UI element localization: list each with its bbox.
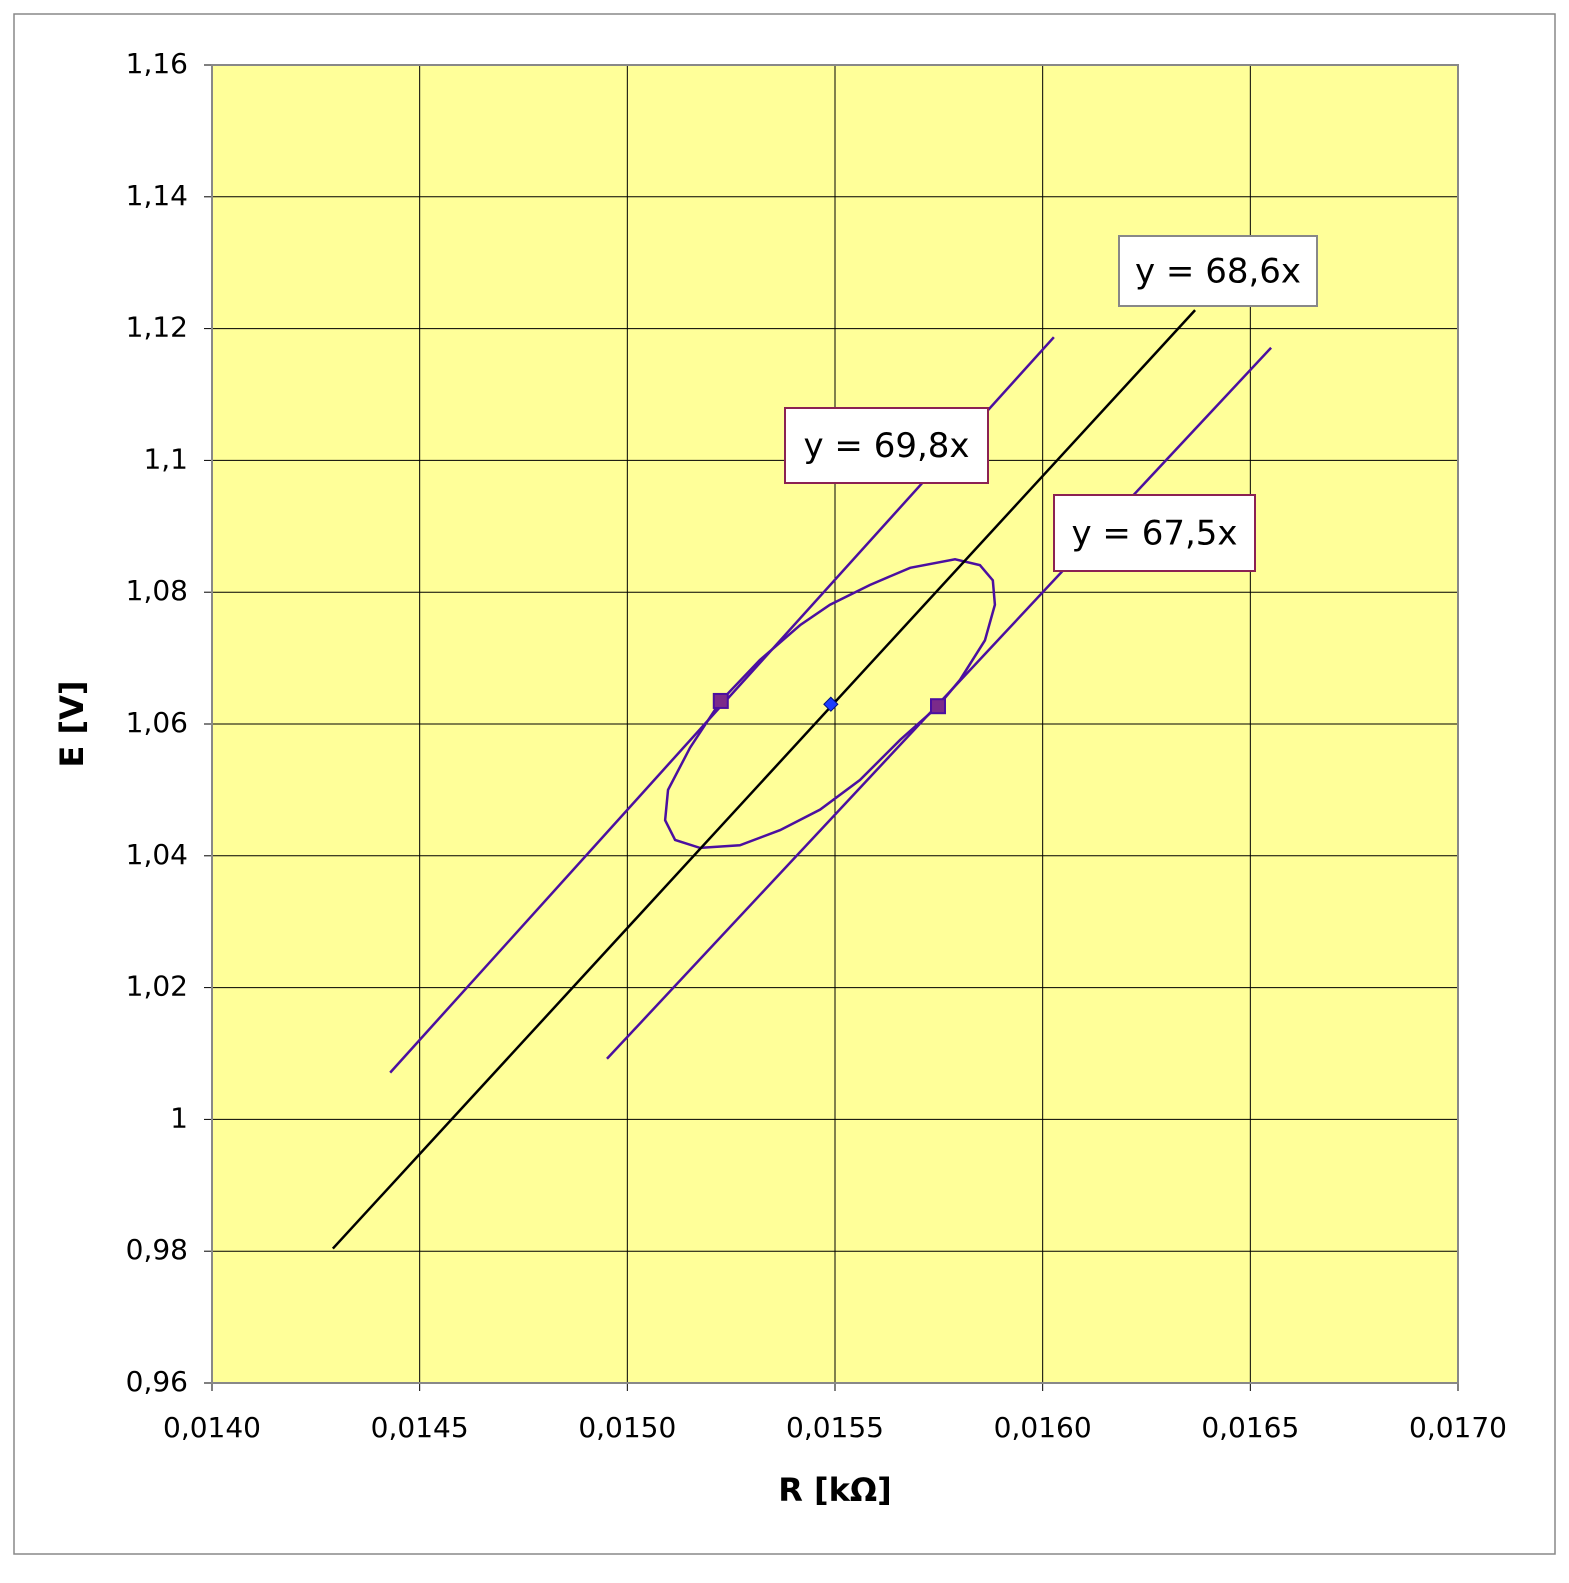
equation-box (1053, 494, 1256, 572)
y-tick-label: 1,16 (126, 47, 188, 80)
x-tick-label: 0,0145 (371, 1411, 469, 1444)
y-tick-label: 1,12 (126, 311, 188, 344)
y-tick-label: 1,14 (126, 179, 188, 212)
y-tick-label: 1,06 (126, 706, 188, 739)
y-tick-label: 1,08 (126, 574, 188, 607)
y-tick-label: 0,98 (126, 1233, 188, 1266)
equation-box (784, 407, 989, 484)
x-axis-title: R [kΩ] (778, 1471, 892, 1509)
y-tick-label: 1,04 (126, 838, 188, 871)
square-marker (712, 692, 729, 709)
equation-label: y = 68,6x (1135, 252, 1301, 292)
y-tick-label: 1 (170, 1101, 188, 1134)
plot-border (211, 64, 1459, 1384)
x-tick-label: 0,0155 (786, 1411, 884, 1444)
diamond-marker (823, 696, 839, 712)
x-tick-label: 0,0165 (1201, 1411, 1299, 1444)
y-tick-label: 1,02 (126, 970, 188, 1003)
equation-label: y = 69,8x (803, 426, 969, 466)
x-tick-label: 0,0140 (163, 1411, 261, 1444)
x-tick-label: 0,0160 (994, 1411, 1092, 1444)
x-tick-label: 0,0170 (1409, 1411, 1507, 1444)
series-line (331, 309, 1197, 1250)
x-tick-label: 0,0150 (578, 1411, 676, 1444)
equation-box (1118, 235, 1318, 307)
y-tick-label: 1,1 (143, 442, 188, 475)
y-axis-title: E [V] (53, 680, 91, 767)
y-tick-label: 0,96 (126, 1365, 188, 1398)
equation-label: y = 67,5x (1071, 514, 1237, 554)
square-marker (930, 698, 947, 715)
